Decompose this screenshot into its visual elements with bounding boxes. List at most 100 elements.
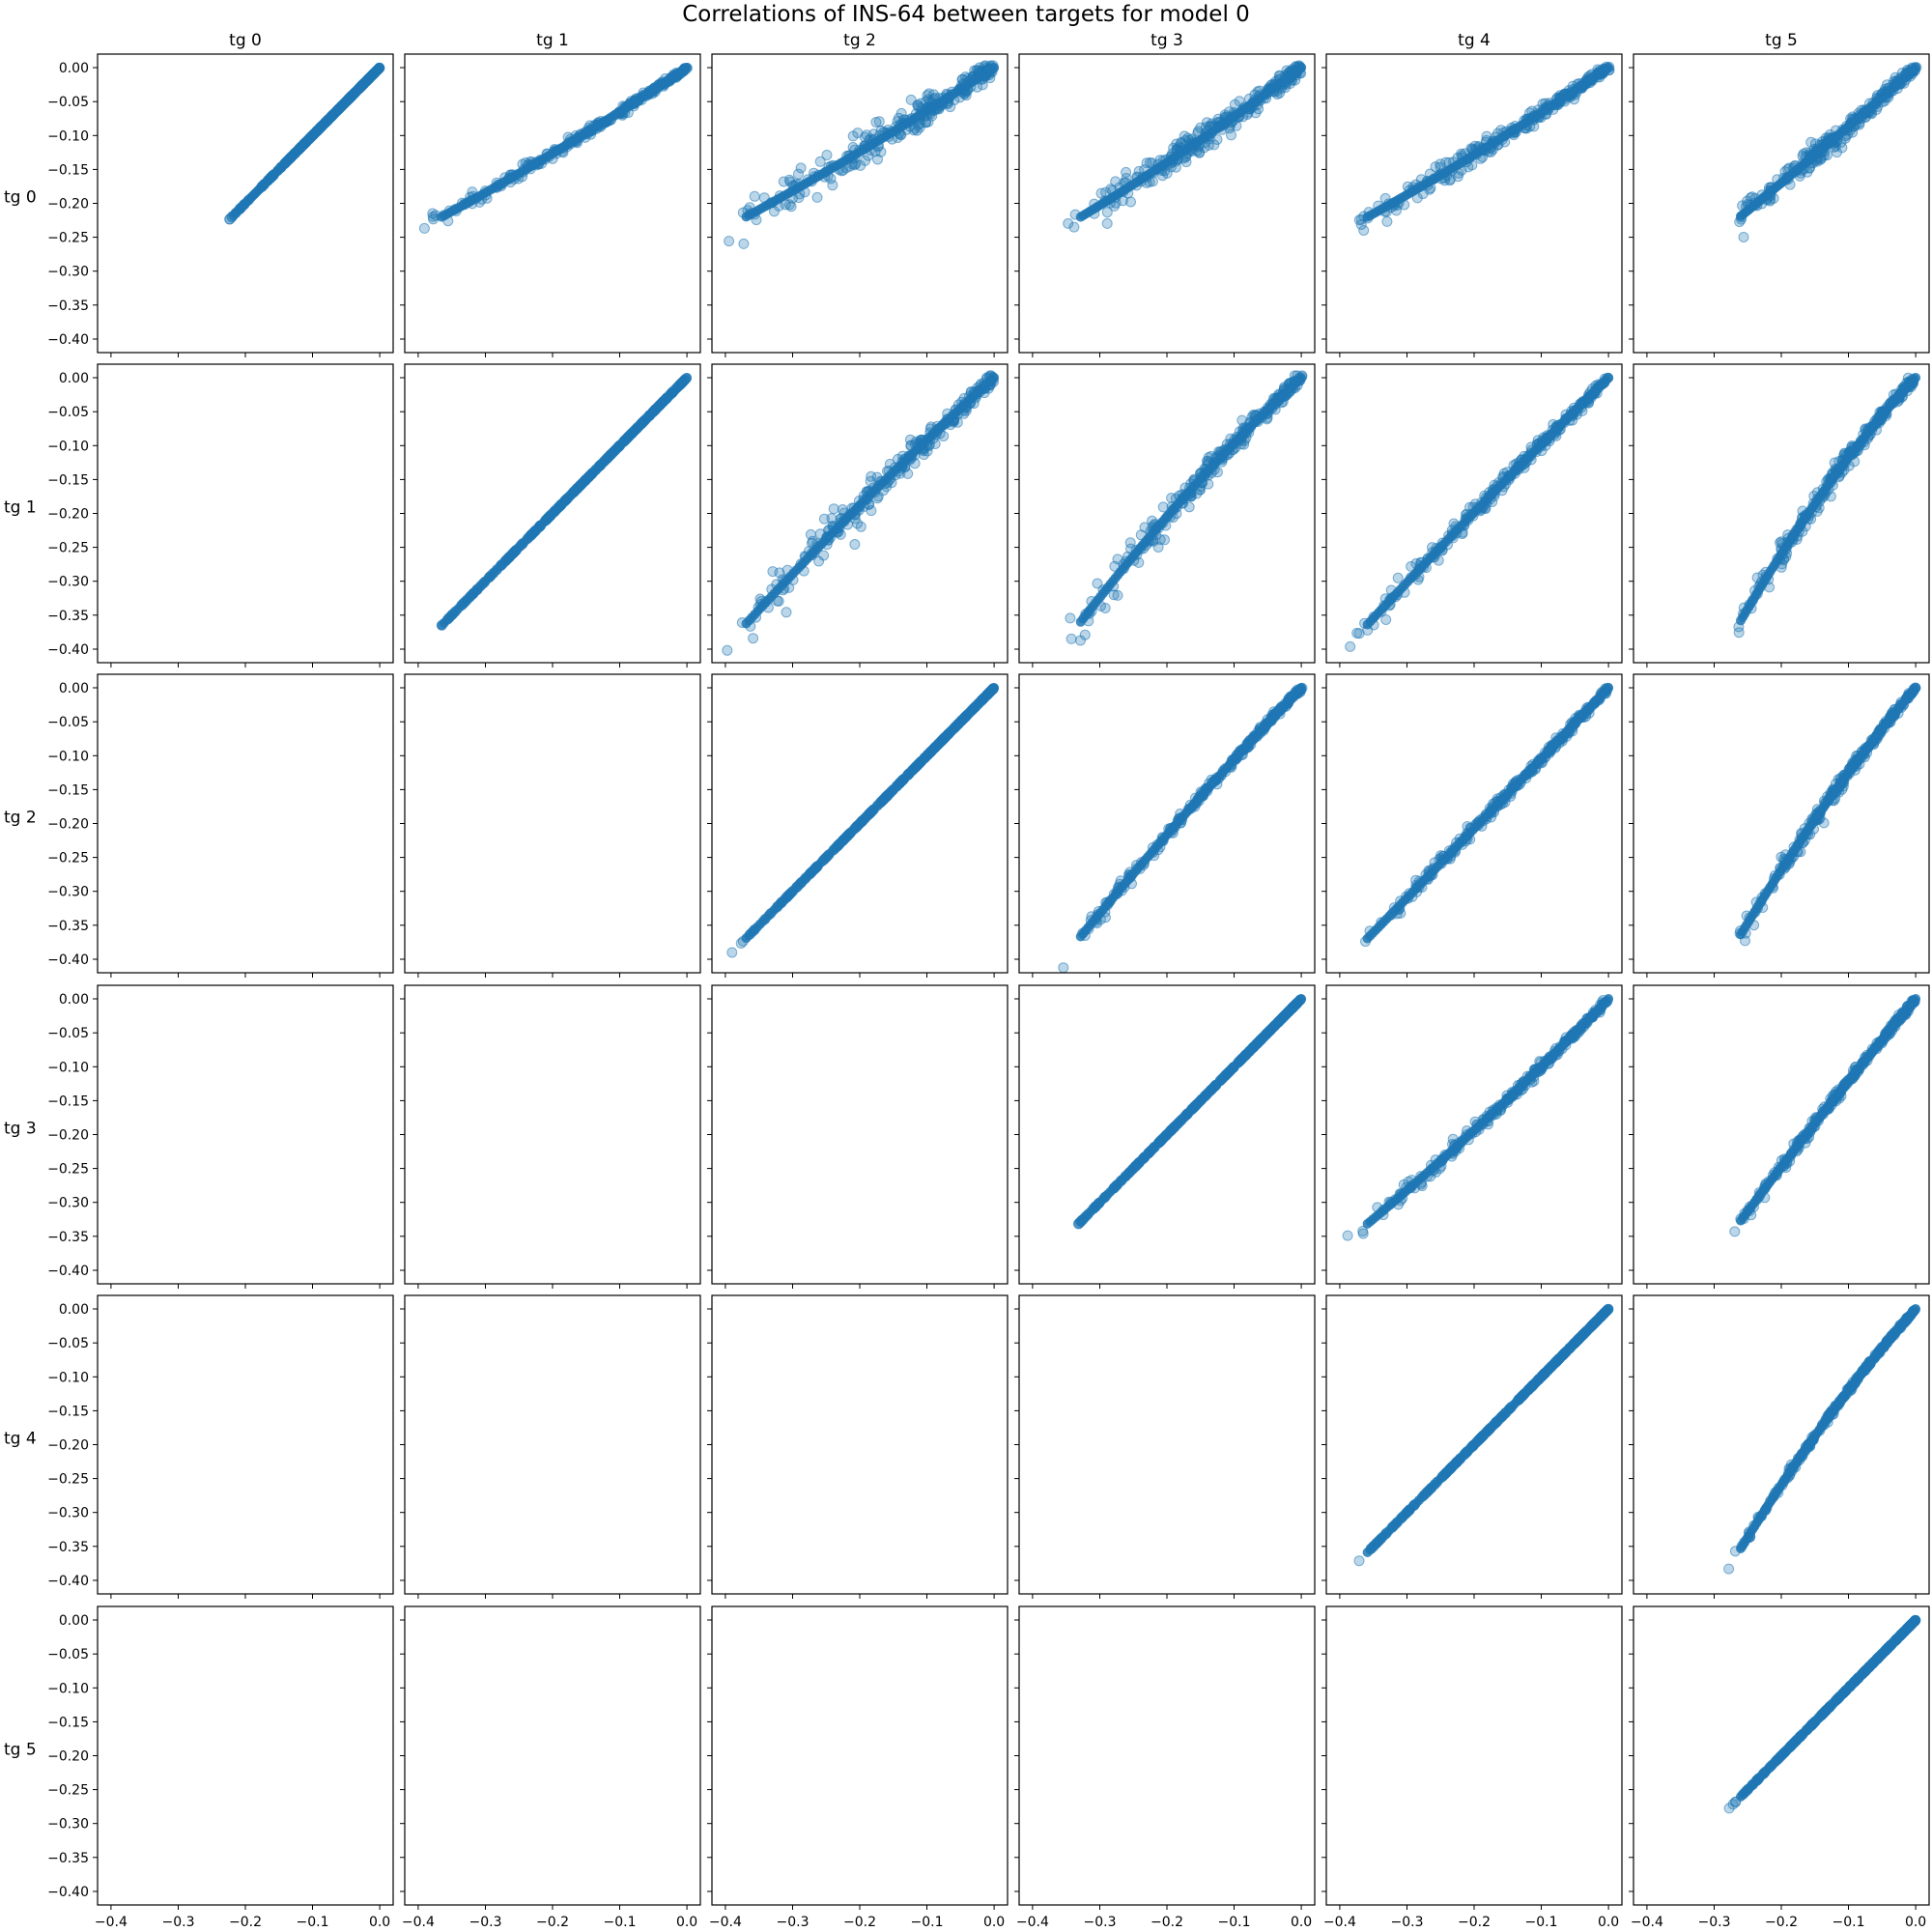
column-label: tg 3 xyxy=(1151,31,1183,50)
subplot-r0-c1: tg 1 xyxy=(400,31,701,357)
scatter-point xyxy=(870,117,882,128)
scatter-point xyxy=(722,644,733,656)
y-tick-label: −0.15 xyxy=(47,472,89,488)
scatter-points xyxy=(1734,62,1922,242)
scatter-point xyxy=(774,567,785,579)
subplot-r2-c1 xyxy=(400,673,701,978)
scatter-point xyxy=(228,211,239,221)
scatter-point xyxy=(778,176,789,187)
subplot-r2-c3 xyxy=(1014,673,1316,978)
scatter-point xyxy=(437,212,447,222)
subplot-grid: 0.00 −0.05 −0.10 −0.15 −0.20 −0.25 −0.30 −0.35 −… xyxy=(4,31,1930,1930)
subplot-r2-c0: 0.00−0.05−0.10−0.15−0.20−0.25−0.30−0.35−… xyxy=(47,673,394,978)
scatter-point xyxy=(1058,962,1069,974)
scatter-points xyxy=(1058,682,1308,974)
row-label: tg 1 xyxy=(4,498,37,518)
y-tick-label: −0.35 xyxy=(47,609,89,624)
scatter-point xyxy=(855,521,867,532)
y-tick-label: −0.20 xyxy=(47,507,89,523)
scatter-point xyxy=(741,618,752,629)
scatter-point xyxy=(1351,627,1363,639)
scatter-point xyxy=(418,222,430,234)
y-tick-label: −0.10 xyxy=(47,749,89,764)
y-tick-label: −0.40 xyxy=(47,642,89,658)
column-label: tg 1 xyxy=(536,31,569,50)
scatter-point xyxy=(1110,176,1122,187)
y-tick-label: −0.35 xyxy=(47,298,89,314)
scatter-points xyxy=(1353,61,1615,236)
y-tick-label: −0.30 xyxy=(47,575,89,590)
y-tick-label: −0.20 xyxy=(47,197,89,213)
scatter-point xyxy=(1159,534,1170,546)
column-label: tg 5 xyxy=(1765,31,1798,50)
axes-frame xyxy=(404,53,701,354)
y-tick-label: −0.10 xyxy=(47,128,89,144)
scatter-point xyxy=(1194,146,1206,157)
scatter-point xyxy=(1121,166,1132,178)
y-tick-label: −0.25 xyxy=(47,851,89,867)
scatter-point xyxy=(1345,640,1356,652)
scatter-points xyxy=(722,370,1000,656)
scatter-point xyxy=(1226,129,1236,141)
scatter-point xyxy=(814,156,826,167)
scatter-point xyxy=(1075,616,1086,627)
y-tick-label: −0.25 xyxy=(47,541,89,556)
scatter-point xyxy=(1381,215,1393,227)
y-tick-label: −0.30 xyxy=(47,885,89,900)
subplot-r2-c4 xyxy=(1321,673,1623,978)
scatter-points xyxy=(1063,60,1307,233)
y-tick-label: −0.15 xyxy=(47,162,89,178)
scatter-points xyxy=(436,373,693,631)
scatter-point xyxy=(1075,635,1086,646)
scatter-point xyxy=(1738,232,1749,242)
subplot-r1-c3 xyxy=(1014,363,1316,668)
y-tick-label: 0.00 xyxy=(59,61,89,76)
y-tick-label: −0.05 xyxy=(47,405,89,420)
scatter-points xyxy=(418,63,693,234)
scatter-point xyxy=(749,190,760,202)
y-tick-label: −0.05 xyxy=(47,95,89,110)
scatter-point xyxy=(895,107,907,119)
column-label: tg 0 xyxy=(229,31,262,50)
scatter-point xyxy=(1362,619,1373,630)
subplot-r1-c0: 0.00−0.05−0.10−0.15−0.20−0.25−0.30−0.35−… xyxy=(47,363,394,668)
scatter-point xyxy=(437,620,447,631)
y-tick-label: −0.10 xyxy=(47,439,89,454)
scatter-points xyxy=(724,60,1000,249)
axes-frame xyxy=(97,363,394,664)
scatter-point xyxy=(1065,612,1076,624)
scatter-point xyxy=(1063,217,1074,229)
scatter-point xyxy=(738,238,750,249)
scatter-point xyxy=(852,128,864,139)
scatter-point xyxy=(781,607,792,618)
scatter-points xyxy=(1065,370,1308,646)
scatter-point xyxy=(1075,212,1086,222)
y-tick-label: −0.30 xyxy=(47,265,89,280)
scatter-point xyxy=(1101,217,1113,229)
y-tick-label: −0.15 xyxy=(47,782,89,798)
column-label: tg 2 xyxy=(843,31,876,50)
scatter-point xyxy=(827,180,838,191)
scatter-point xyxy=(1065,633,1077,644)
scatter-point xyxy=(818,550,830,561)
scatter-points xyxy=(1733,372,1921,639)
scatter-point xyxy=(818,513,830,525)
scatter-point xyxy=(741,212,752,222)
scatter-point xyxy=(726,947,738,958)
scatter-point xyxy=(1736,211,1746,221)
column-label: tg 4 xyxy=(1458,31,1491,50)
subplot-r1-c5 xyxy=(1629,363,1930,668)
scatter-point xyxy=(793,168,804,180)
y-tick-label: −0.25 xyxy=(47,231,89,246)
scatter-point xyxy=(811,191,823,203)
y-tick-label: −0.35 xyxy=(47,919,89,934)
scatter-point xyxy=(849,539,861,550)
scatter-point xyxy=(748,633,759,644)
scatter-point xyxy=(783,199,795,211)
axes-frame xyxy=(97,673,394,974)
subplot-r1-c1 xyxy=(400,363,701,668)
subplot-r0-c4: tg 4 xyxy=(1321,31,1623,357)
scatter-points xyxy=(726,683,1000,958)
scatter-point xyxy=(1736,615,1746,626)
subplot-r2-c2 xyxy=(707,673,1009,978)
